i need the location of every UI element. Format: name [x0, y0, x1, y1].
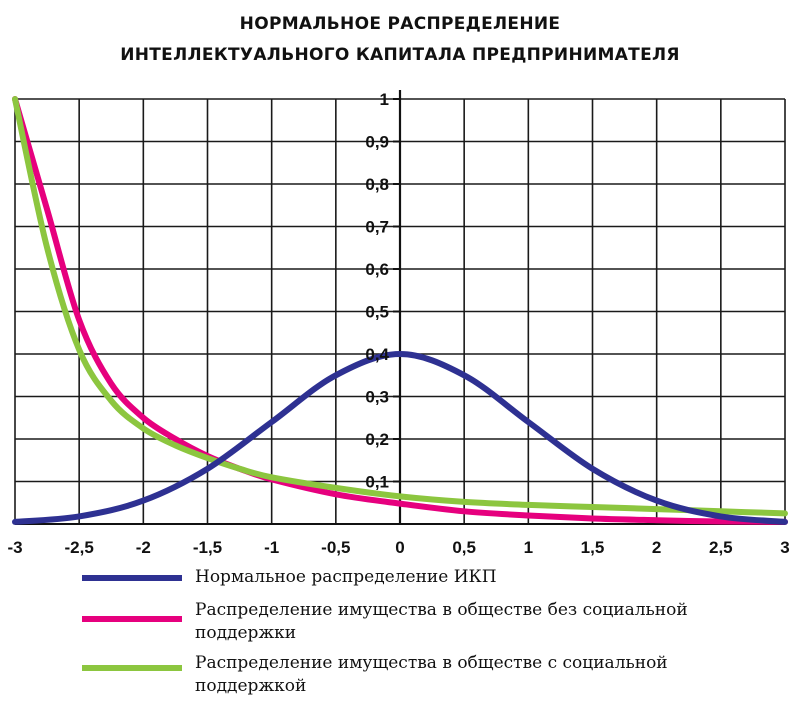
y-tick-label: 0,7 — [365, 218, 389, 237]
x-tick-label: -2 — [136, 538, 151, 557]
y-tick-label: 0,3 — [365, 388, 389, 407]
series-line-normal — [12, 351, 788, 525]
y-tick-label: 0,8 — [365, 175, 389, 194]
tick-labels: -3 -2,5 -2 -1,5 -1 -0,5 0 0,5 1 1,5 2 2,5 3 0,1 0,2 0,3… — [7, 90, 789, 557]
x-tick-label: 1 — [524, 538, 533, 557]
x-tick-label: -1,5 — [193, 538, 222, 557]
legend-label-with-support-line2: поддержкой — [195, 676, 307, 696]
x-tick-label: -1 — [264, 538, 279, 557]
legend-label-normal: Нормальное распределение ИКП — [195, 567, 497, 587]
y-tick-label: 0,9 — [365, 133, 389, 152]
x-tick-label: -3 — [7, 538, 22, 557]
x-tick-label: 1,5 — [581, 538, 605, 557]
y-tick-label: 0,5 — [365, 303, 389, 322]
x-tick-label: 0 — [395, 538, 404, 557]
x-tick-label: 2 — [652, 538, 661, 557]
x-tick-label: 3 — [780, 538, 789, 557]
x-tick-label: 2,5 — [709, 538, 733, 557]
legend-label-without-support-line2: поддержки — [195, 623, 297, 643]
legend-label-without-support-line1: Распределение имущества в обществе без с… — [195, 600, 688, 620]
legend-swatch-normal — [82, 575, 182, 581]
x-tick-label: 0,5 — [452, 538, 476, 557]
series-lines — [12, 96, 788, 525]
legend-swatch-without-support — [82, 616, 182, 622]
series-line-with-support — [12, 96, 788, 517]
chart-title-line-1: НОРМАЛЬНОЕ РАСПРЕДЕЛЕНИЕ — [239, 14, 561, 34]
y-tick-label: 0,6 — [365, 260, 389, 279]
axes — [15, 90, 785, 525]
y-tick-label: 0,4 — [365, 345, 389, 364]
legend-swatch-with-support — [82, 665, 182, 671]
chart-title-line-2: ИНТЕЛЛЕКТУАЛЬНОГО КАПИТАЛА ПРЕДПРИНИМАТЕ… — [120, 45, 680, 65]
y-tick-label: 0,1 — [365, 473, 389, 492]
y-tick-label: 1 — [380, 90, 389, 109]
y-tick-label: 0,2 — [365, 430, 389, 449]
legend-label-with-support-line1: Распределение имущества в обществе с соц… — [195, 653, 668, 673]
x-tick-label: -0,5 — [321, 538, 350, 557]
x-tick-label: -2,5 — [65, 538, 94, 557]
